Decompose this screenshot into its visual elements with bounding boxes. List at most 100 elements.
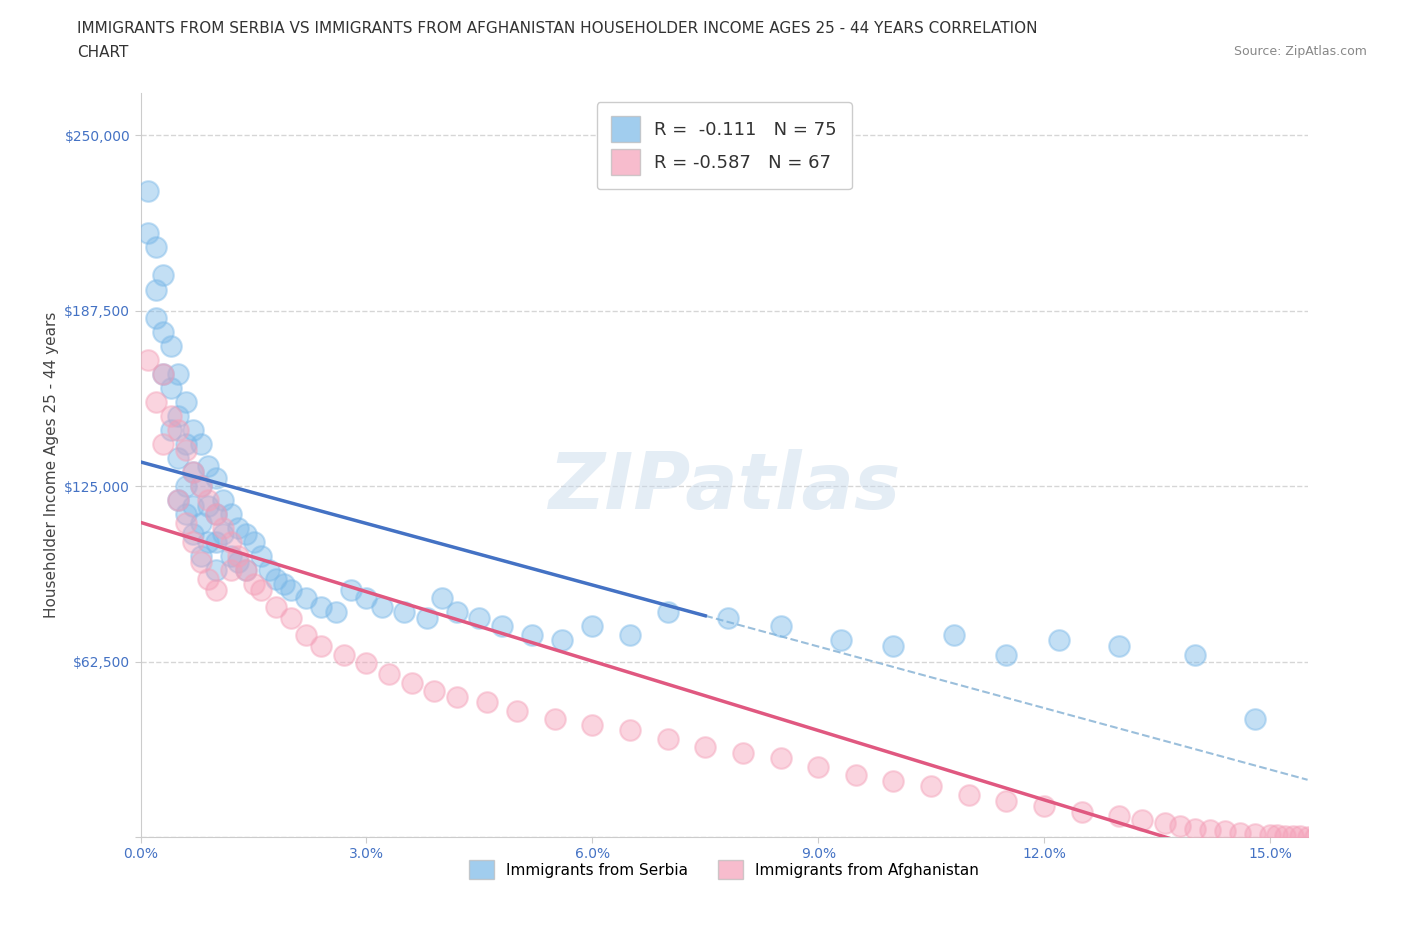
Point	[136, 226, 159, 241]
Point	[190, 479, 212, 494]
Point	[219, 549, 242, 564]
Point	[769, 751, 792, 765]
Point	[190, 479, 212, 494]
Point	[159, 408, 181, 423]
Point	[468, 611, 491, 626]
Point	[370, 599, 392, 614]
Point	[159, 422, 181, 437]
Point	[181, 465, 204, 480]
Point	[1258, 828, 1281, 843]
Point	[1303, 830, 1326, 844]
Point	[807, 760, 830, 775]
Point	[174, 507, 197, 522]
Point	[1296, 830, 1319, 844]
Point	[581, 619, 603, 634]
Point	[280, 582, 302, 597]
Text: Source: ZipAtlas.com: Source: ZipAtlas.com	[1233, 45, 1367, 58]
Point	[1229, 825, 1251, 840]
Text: ZIPatlas: ZIPatlas	[548, 449, 900, 525]
Point	[1267, 828, 1289, 843]
Point	[190, 436, 212, 451]
Point	[257, 563, 280, 578]
Point	[205, 563, 228, 578]
Point	[311, 599, 333, 614]
Legend: Immigrants from Serbia, Immigrants from Afghanistan: Immigrants from Serbia, Immigrants from …	[463, 855, 986, 885]
Point	[295, 591, 318, 605]
Point	[219, 507, 242, 522]
Point	[152, 436, 174, 451]
Point	[295, 628, 318, 643]
Point	[401, 675, 423, 690]
Point	[1130, 813, 1153, 828]
Point	[423, 684, 446, 698]
Point	[882, 639, 904, 654]
Point	[1281, 829, 1303, 844]
Point	[1198, 822, 1220, 837]
Point	[145, 282, 167, 297]
Point	[174, 515, 197, 530]
Point	[228, 521, 250, 536]
Point	[695, 739, 717, 754]
Point	[190, 554, 212, 569]
Point	[446, 604, 468, 619]
Point	[242, 535, 264, 550]
Point	[333, 647, 356, 662]
Point	[830, 633, 852, 648]
Point	[174, 442, 197, 457]
Point	[205, 582, 228, 597]
Point	[145, 240, 167, 255]
Point	[657, 731, 679, 746]
Point	[280, 611, 302, 626]
Point	[1274, 829, 1296, 844]
Point	[544, 711, 567, 726]
Point	[136, 352, 159, 367]
Point	[152, 268, 174, 283]
Point	[152, 325, 174, 339]
Point	[212, 521, 235, 536]
Point	[1153, 816, 1175, 830]
Point	[1168, 818, 1191, 833]
Point	[619, 723, 641, 737]
Point	[145, 394, 167, 409]
Point	[167, 408, 190, 423]
Point	[446, 689, 468, 704]
Point	[174, 479, 197, 494]
Point	[181, 465, 204, 480]
Point	[145, 311, 167, 325]
Point	[250, 582, 273, 597]
Point	[1033, 799, 1056, 814]
Point	[242, 577, 264, 591]
Point	[228, 549, 250, 564]
Point	[1244, 711, 1267, 726]
Point	[845, 768, 868, 783]
Point	[1070, 804, 1092, 819]
Point	[152, 366, 174, 381]
Point	[174, 436, 197, 451]
Point	[159, 380, 181, 395]
Point	[769, 619, 792, 634]
Point	[197, 571, 219, 586]
Point	[581, 717, 603, 732]
Point	[235, 563, 257, 578]
Point	[197, 493, 219, 508]
Point	[235, 563, 257, 578]
Point	[1244, 827, 1267, 842]
Point	[167, 422, 190, 437]
Point	[181, 535, 204, 550]
Point	[264, 599, 287, 614]
Point	[174, 394, 197, 409]
Point	[205, 507, 228, 522]
Point	[190, 549, 212, 564]
Point	[356, 591, 378, 605]
Point	[250, 549, 273, 564]
Point	[475, 695, 498, 710]
Point	[392, 604, 415, 619]
Point	[219, 535, 242, 550]
Point	[152, 366, 174, 381]
Point	[619, 628, 641, 643]
Point	[311, 639, 333, 654]
Point	[551, 633, 574, 648]
Point	[995, 647, 1018, 662]
Point	[957, 788, 980, 803]
Point	[430, 591, 453, 605]
